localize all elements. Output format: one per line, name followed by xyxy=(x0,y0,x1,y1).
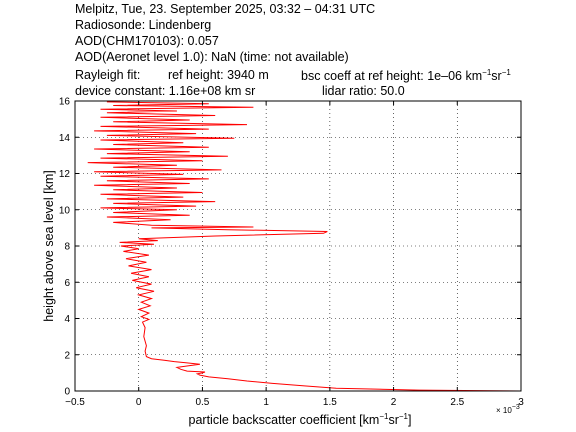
bsc-coeff-sup2: −1 xyxy=(501,68,511,77)
header-radiosonde: Radiosonde: Lindenberg xyxy=(75,18,212,32)
y-tick-label: 16 xyxy=(59,97,71,108)
x-tick-label: −0.5 xyxy=(65,397,85,408)
x-tick-label: 1.5 xyxy=(323,397,337,408)
x-tick-label: 2 xyxy=(391,397,397,408)
x-axis-label-sup2: −1 xyxy=(399,412,409,421)
y-tick-label: 4 xyxy=(64,314,70,325)
y-tick-label: 2 xyxy=(64,350,70,361)
x-tick-label: 1 xyxy=(263,397,269,408)
x-exponent-label: × 10−3 xyxy=(496,404,520,415)
bsc-coeff-sup1: −1 xyxy=(482,68,492,77)
axes-box xyxy=(74,100,522,392)
header-title: Melpitz, Tue, 23. September 2025, 03:32 … xyxy=(75,2,376,16)
header-aod-aeronet: AOD(Aeronet level 1.0): NaN (time: not a… xyxy=(75,50,349,64)
ref-height: ref height: 3940 m xyxy=(168,68,269,82)
header-aod-chm: AOD(CHM170103): 0.057 xyxy=(75,34,219,48)
device-constant: device constant: 1.16e+08 km sr xyxy=(75,84,256,98)
x-tick-label: 0 xyxy=(136,397,142,408)
y-tick-label: 10 xyxy=(59,205,71,216)
x-axis-label: particle backscatter coefficient [km−1sr… xyxy=(189,412,412,427)
y-tick-label: 14 xyxy=(59,133,71,144)
bsc-coeff-sr: sr xyxy=(491,69,502,84)
x-exponent-power: −3 xyxy=(512,404,520,411)
x-tick-label: 2.5 xyxy=(450,397,464,408)
x-axis-label-sr: sr xyxy=(388,413,398,427)
bsc-coeff-text: bsc coeff at ref height: 1e–06 km xyxy=(301,69,483,84)
y-tick-label: 6 xyxy=(64,278,70,289)
x-tick-label: 0.5 xyxy=(195,397,209,408)
x-tick-label: 3 xyxy=(518,397,524,408)
x-axis-label-sup1: −1 xyxy=(379,412,389,421)
bsc-coeff: bsc coeff at ref height: 1e–06 km−1sr−1 xyxy=(301,69,511,83)
x-axis-label-main: particle backscatter coefficient [km xyxy=(189,413,380,427)
backscatter-profile-line xyxy=(87,101,522,392)
x-exponent-base: × 10 xyxy=(496,406,512,415)
y-tick-label: 0 xyxy=(64,387,70,398)
rayleigh-label: Rayleigh fit: xyxy=(75,68,141,82)
grid xyxy=(75,101,521,391)
y-tick-label: 8 xyxy=(64,242,70,253)
x-axis-label-end: ] xyxy=(408,413,411,427)
y-axis-label: height above sea level [km] xyxy=(42,170,56,321)
lidar-ratio: lidar ratio: 50.0 xyxy=(322,84,405,98)
y-tick-label: 12 xyxy=(59,169,71,180)
